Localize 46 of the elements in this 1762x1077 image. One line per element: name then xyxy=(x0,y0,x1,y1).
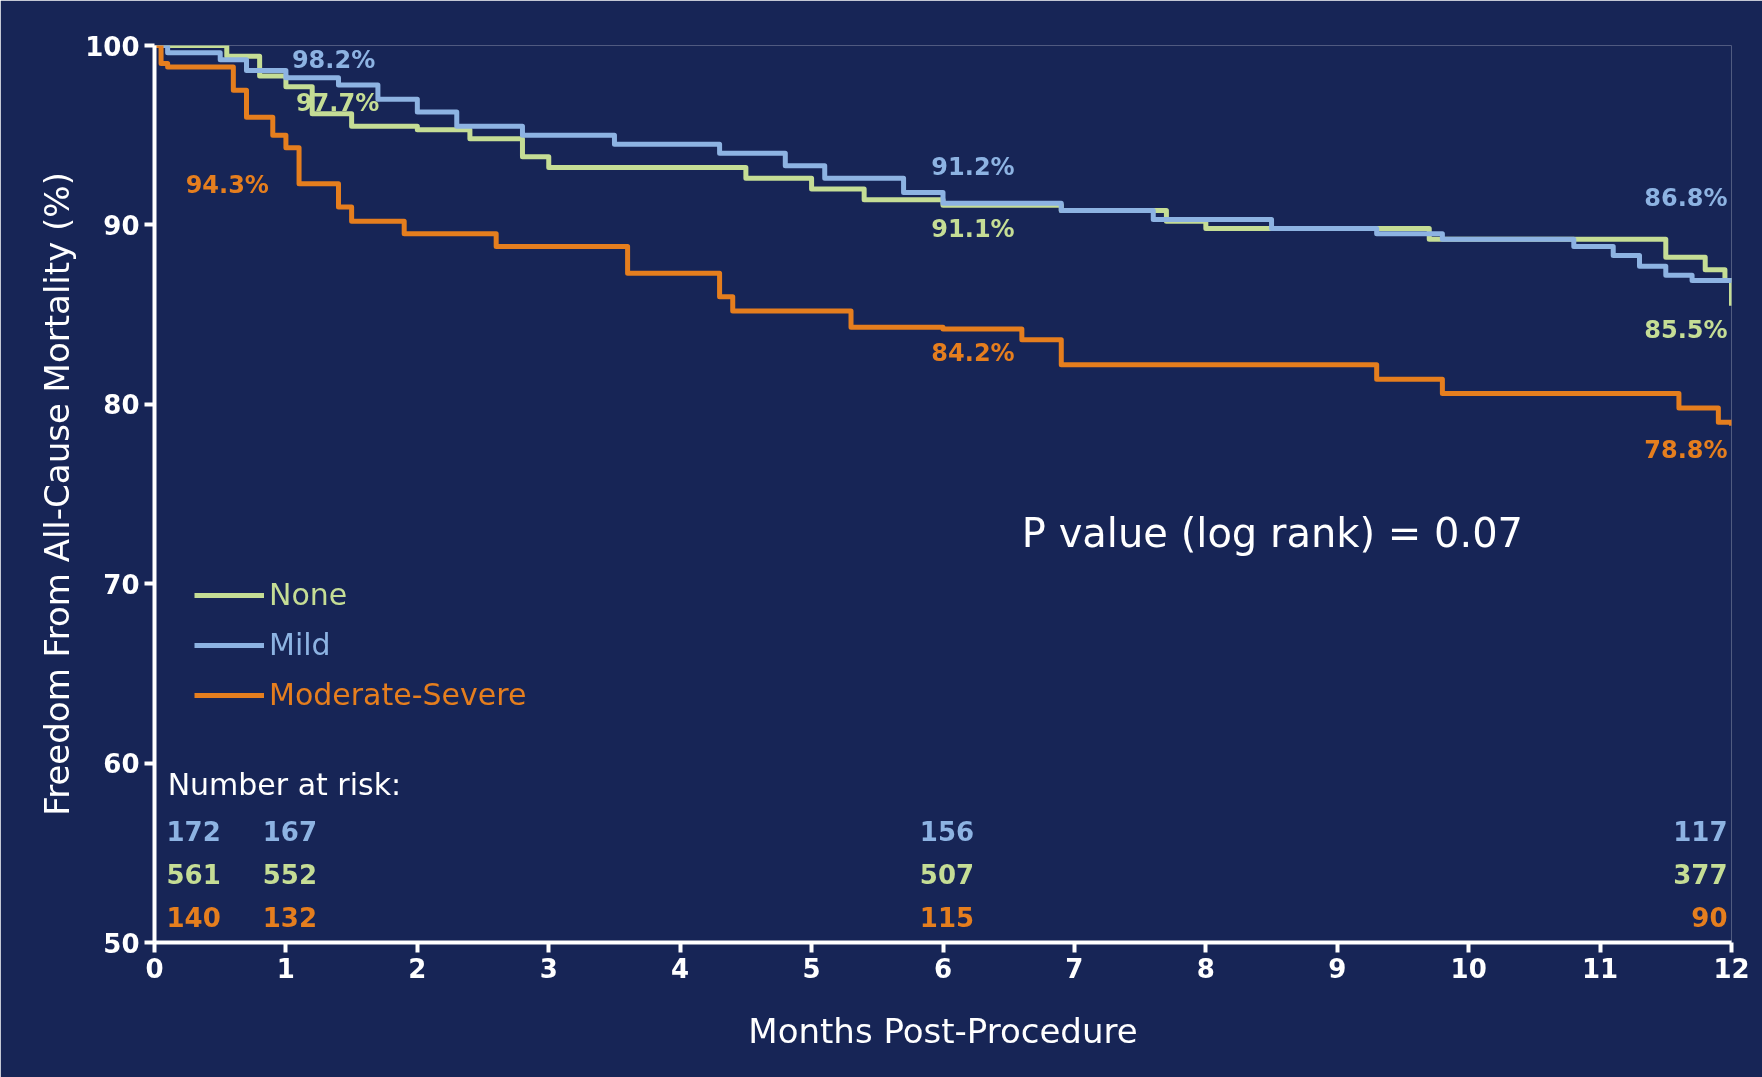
x-tick-label: 7 xyxy=(1065,953,1084,984)
x-axis-title: Months Post-Procedure xyxy=(748,1010,1138,1051)
annotation: 167 xyxy=(262,817,318,848)
data-label: 91.2% xyxy=(931,153,1015,182)
x-tick-label: 6 xyxy=(933,953,953,984)
annotation: 90 xyxy=(1691,903,1728,934)
y-axis-title: Freedom From All-Cause Mortality (%) xyxy=(37,172,78,816)
legend-label: Moderate-Severe xyxy=(269,677,527,712)
data-label: 98.2% xyxy=(291,45,376,74)
x-tick-label: 0 xyxy=(145,953,164,984)
x-tick-label: 9 xyxy=(1328,953,1347,984)
annotation: 377 xyxy=(1673,860,1728,891)
annotation: 117 xyxy=(1673,817,1728,848)
data-label: 78.8% xyxy=(1644,435,1728,464)
data-label: 85.5% xyxy=(1644,315,1728,344)
annotation: P value (log rank) = 0.07 xyxy=(1021,510,1524,557)
y-tick-label: 70 xyxy=(103,569,140,600)
y-tick-label: 100 xyxy=(85,31,140,62)
y-tick-label: 90 xyxy=(103,210,140,241)
x-tick-label: 4 xyxy=(671,953,690,984)
data-label: 86.8% xyxy=(1644,184,1728,213)
annotation: 552 xyxy=(262,860,318,891)
x-tick-label: 1 xyxy=(276,953,295,984)
y-tick-label: 80 xyxy=(103,390,140,421)
annotation: Number at risk: xyxy=(167,767,402,803)
data-label: 91.1% xyxy=(931,215,1015,244)
x-tick-label: 12 xyxy=(1713,953,1750,984)
x-tick-label: 8 xyxy=(1196,953,1215,984)
legend-label: Mild xyxy=(269,627,331,662)
data-label: 84.2% xyxy=(931,338,1015,367)
annotation: 156 xyxy=(919,817,975,848)
annotation: 507 xyxy=(919,860,975,891)
annotation: 172 xyxy=(166,817,221,848)
x-tick-label: 10 xyxy=(1450,953,1487,984)
y-tick-label: 60 xyxy=(103,749,140,780)
legend-label: None xyxy=(269,577,348,612)
x-tick-label: 5 xyxy=(802,953,821,984)
annotation: 140 xyxy=(166,903,221,934)
y-tick-label: 50 xyxy=(103,928,140,959)
x-tick-label: 2 xyxy=(408,953,427,984)
x-tick-label: 3 xyxy=(539,953,558,984)
data-label: 94.3% xyxy=(185,170,269,199)
annotation: 132 xyxy=(262,903,318,934)
annotation: 561 xyxy=(166,860,221,891)
x-tick-label: 11 xyxy=(1581,953,1619,984)
annotation: 115 xyxy=(919,903,975,934)
